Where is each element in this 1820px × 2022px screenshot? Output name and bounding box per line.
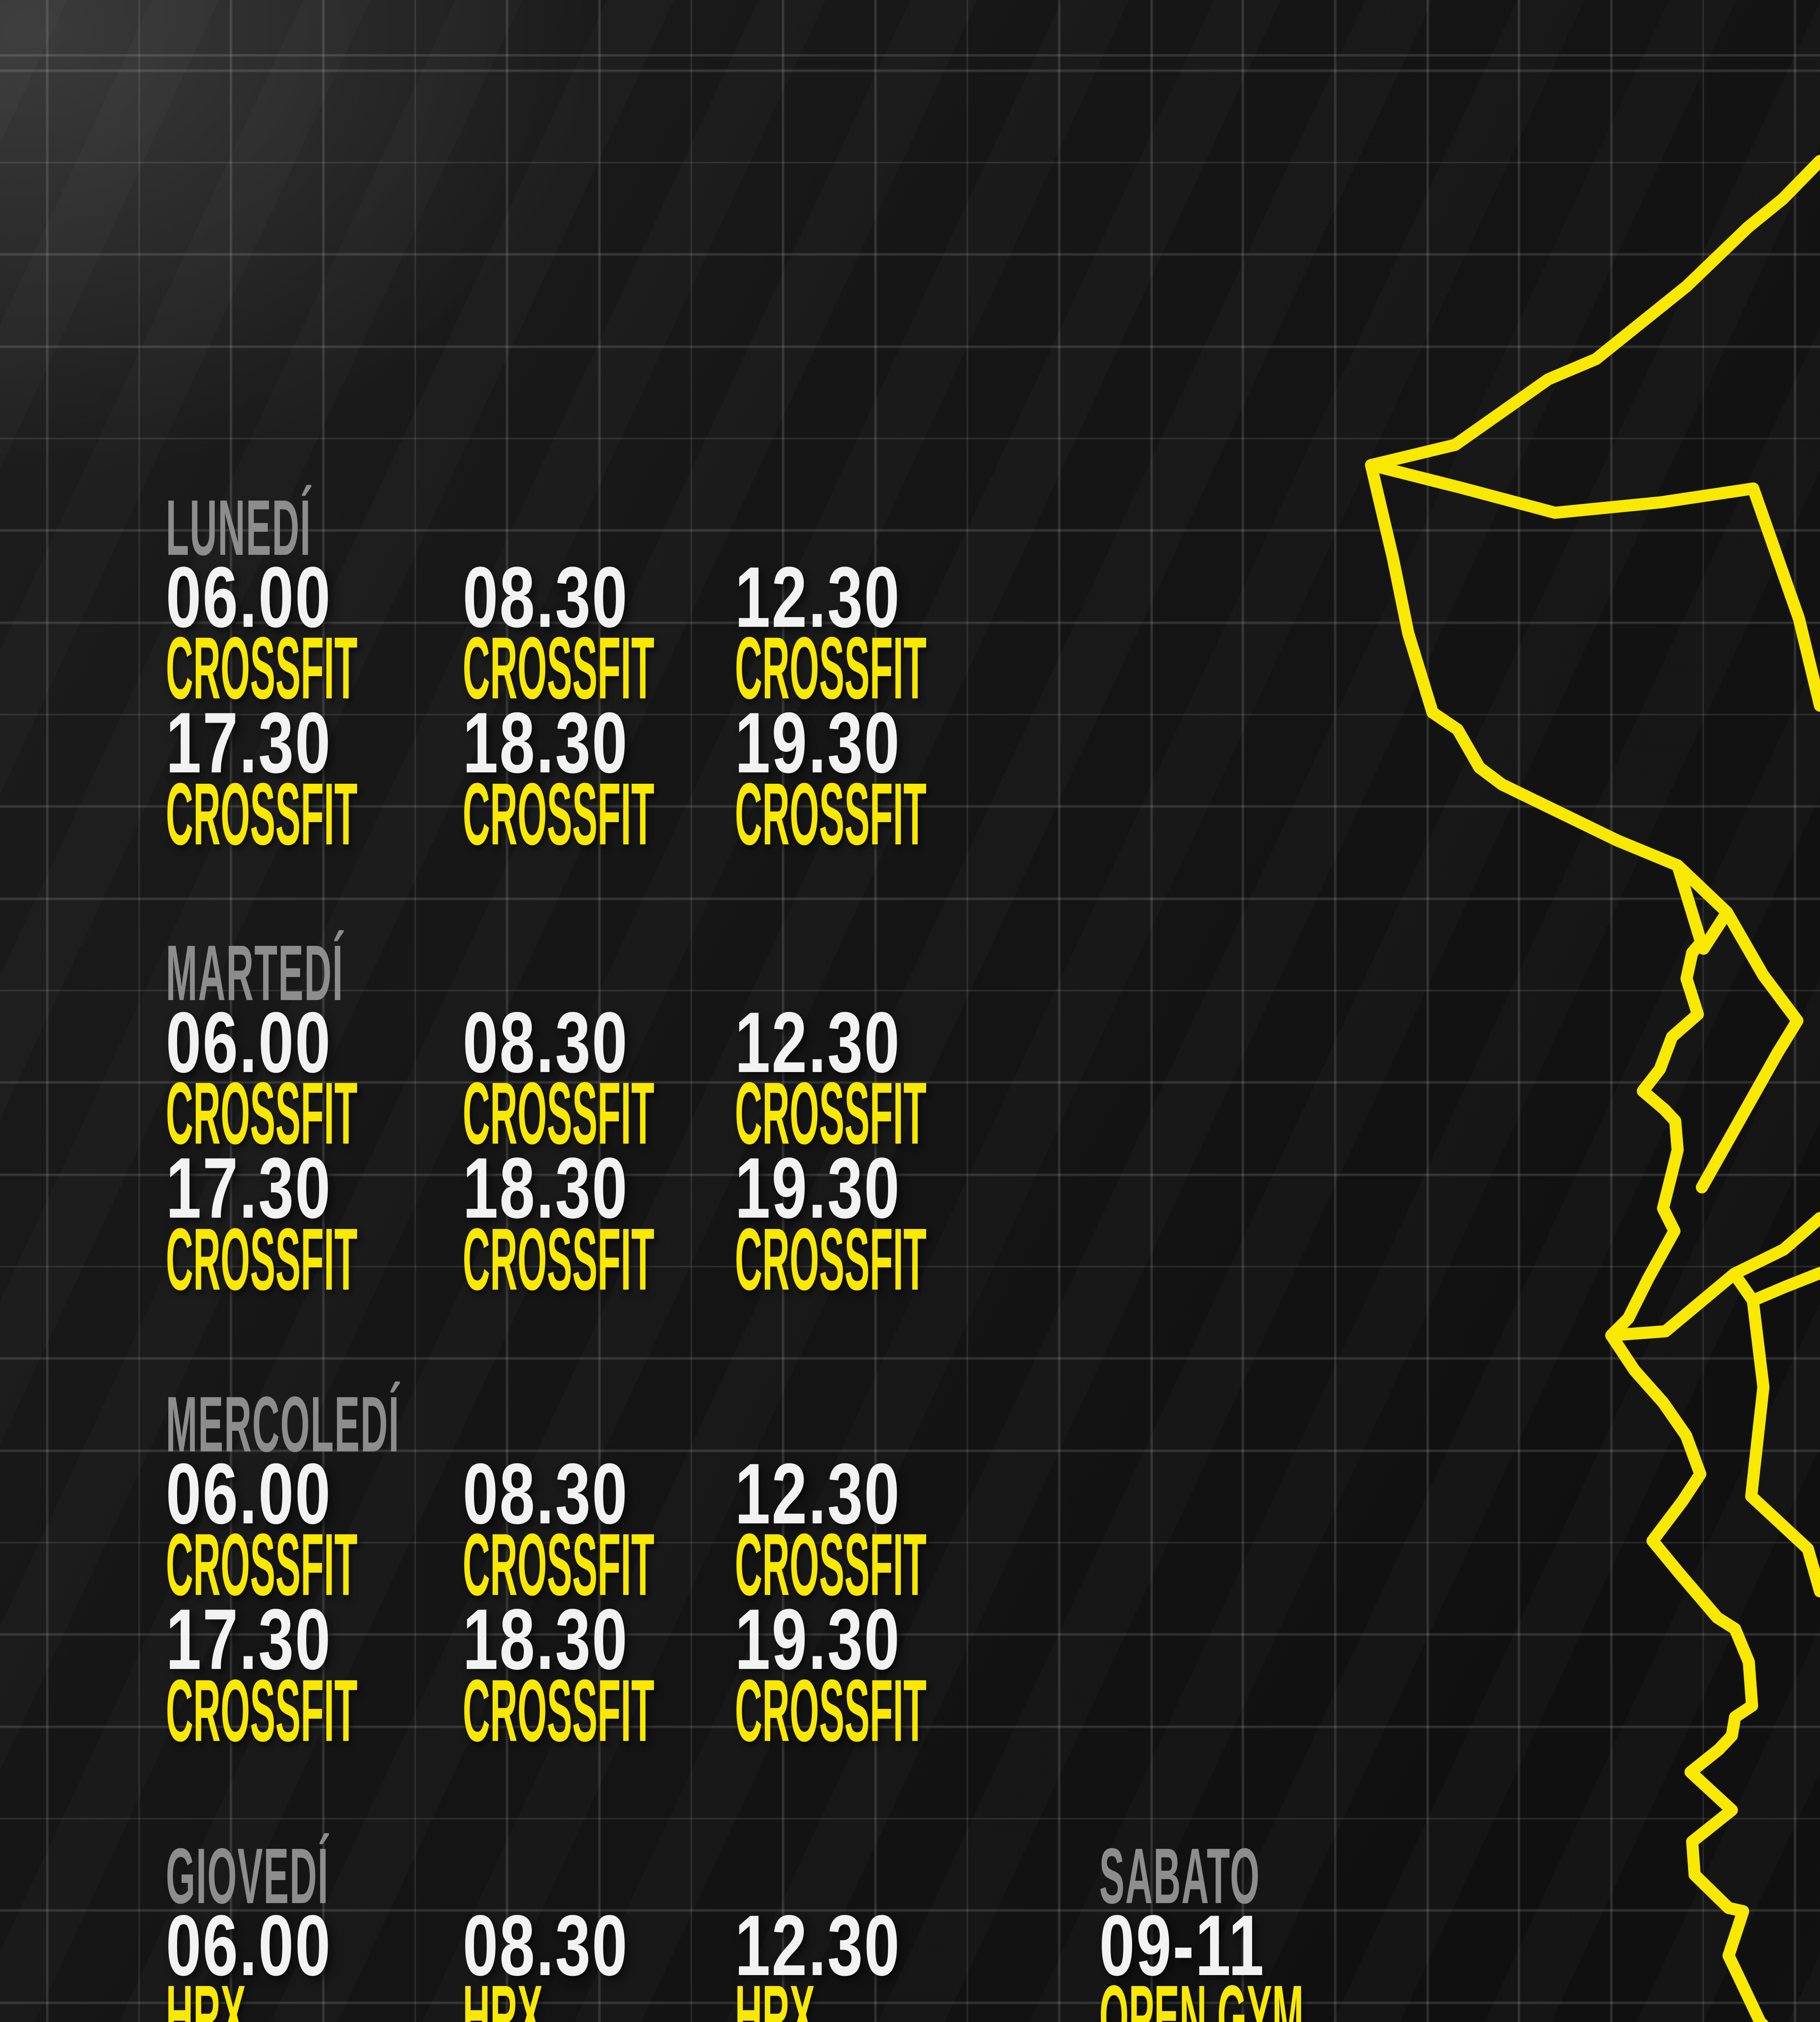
mountain-main-descent [1365, 459, 1769, 2022]
session-activity: HRX [463, 1967, 543, 2022]
day-label: MERCOLEDÍ [166, 1380, 400, 1468]
session-activity: CROSSFIT [166, 619, 358, 717]
session-time: 12.30 [735, 994, 901, 1091]
day-block-mercoledi: MERCOLEDÍ 06.00 CROSSFIT 08.30 CROSSFIT 12.30… [166, 1385, 1096, 1764]
mountain-upper-return [1365, 459, 1820, 712]
session-time: 18.30 [463, 1140, 629, 1236]
session-time: 12.30 [735, 1897, 901, 1994]
session-activity: CROSSFIT [735, 1210, 927, 1309]
session-time: 19.30 [735, 695, 901, 791]
session-activity: CROSSFIT [463, 1064, 654, 1163]
session-activity: CROSSFIT [463, 1210, 654, 1309]
session-activity: CROSSFIT [166, 1662, 358, 1760]
session-time: 17.30 [166, 695, 332, 791]
session-activity: CROSSFIT [735, 619, 927, 717]
day-label: GIOVEDÍ [166, 1832, 329, 1920]
session-time: 08.30 [463, 994, 629, 1091]
day-label: LUNEDÍ [166, 484, 311, 572]
session-activity: CROSSFIT [166, 1064, 358, 1163]
session-activity: CROSSFIT [735, 1064, 927, 1163]
session-time: 12.30 [735, 549, 901, 645]
session-time: 17.30 [166, 1140, 332, 1236]
session-activity: HRX [735, 1967, 815, 2022]
session-time: 08.30 [463, 549, 629, 645]
mountain-top-ridge [1365, 155, 1820, 471]
session-activity: CROSSFIT [166, 1516, 358, 1614]
session-time: 18.30 [463, 1591, 629, 1688]
session-activity: CROSSFIT [463, 1516, 654, 1614]
session-activity: CROSSFIT [735, 765, 927, 863]
session-time: 19.30 [735, 1140, 901, 1236]
mountain-right-zigzag [1605, 1212, 1820, 1597]
session-activity: CROSSFIT [463, 1662, 654, 1760]
day-block-lunedi: LUNEDÍ 06.00 CROSSFIT 08.30 CROSSFIT 12.30 CRO… [166, 489, 1096, 867]
session-activity: CROSSFIT [735, 1662, 927, 1760]
session-activity: CROSSFIT [735, 1516, 927, 1614]
session-time: 17.30 [166, 1591, 332, 1688]
session-time: 08.30 [463, 1446, 629, 1542]
session-time: 06.00 [166, 1446, 332, 1542]
session-time: 06.00 [166, 994, 332, 1091]
session-activity: CROSSFIT [166, 1210, 358, 1309]
session-activity: CROSSFIT [463, 619, 654, 717]
day-block-martedi: MARTEDÍ 06.00 CROSSFIT 08.30 CROSSFIT 12.30 CR… [166, 934, 1096, 1312]
session-activity: CROSSFIT [463, 765, 654, 863]
session-time: 18.30 [463, 695, 629, 791]
session-time: 06.00 [166, 1897, 332, 1994]
mountain-branch-diagonal [1672, 859, 1803, 1193]
session-time: 08.30 [463, 1897, 629, 1994]
session-activity: OPEN GYM [1099, 1967, 1304, 2022]
day-block-giovedi: GIOVEDÍ06.00HRX08.30HRX12.30HRX17.30HRX1… [166, 1837, 1096, 2022]
session-time: 06.00 [166, 549, 332, 645]
session-activity: HRX [166, 1967, 246, 2022]
day-label: SABATO [1099, 1832, 1260, 1920]
day-label: MARTEDÍ [166, 929, 344, 1017]
session-time: 09-11 [1099, 1897, 1266, 1994]
session-time: 12.30 [735, 1446, 901, 1542]
session-time: 19.30 [735, 1591, 901, 1688]
session-activity: CROSSFIT [166, 765, 358, 863]
